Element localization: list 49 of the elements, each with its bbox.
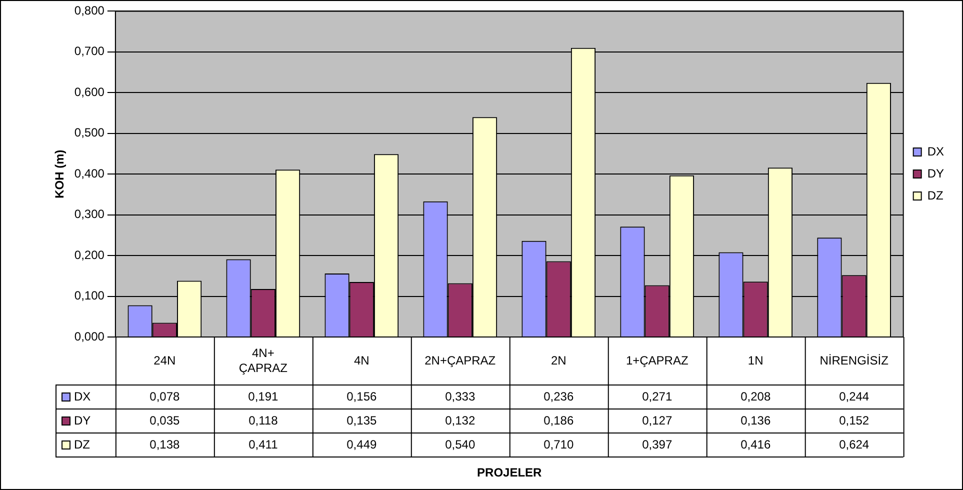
y-tick-label: 0,700 (74, 44, 105, 58)
data-label: 0,186 (544, 413, 574, 428)
data-label: 0,208 (740, 389, 771, 404)
data-label: 0,624 (839, 437, 870, 452)
data-label: 0,411 (248, 437, 278, 452)
data-label: 0,152 (839, 413, 870, 428)
y-tick-label: 0,400 (74, 166, 105, 180)
data-label: 0,710 (544, 437, 574, 452)
legend-label: DY (74, 413, 91, 428)
data-label: 0,078 (150, 389, 180, 404)
y-tick-label: 0,800 (74, 4, 105, 18)
x-tick-label: 2N (550, 353, 566, 368)
y-tick-label: 0,500 (74, 126, 105, 140)
data-label: 0,333 (445, 389, 476, 404)
y-tick-label: 0,000 (74, 329, 105, 344)
data-label: 0,118 (248, 413, 278, 428)
data-label: 0,135 (346, 413, 377, 428)
y-tick-label: 0,600 (74, 84, 105, 99)
data-label: 0,156 (346, 389, 377, 404)
data-label: 0,271 (642, 389, 672, 404)
legend-label: DX (74, 389, 91, 404)
x-tick-label: 1N (748, 353, 764, 368)
y-tick-label: 0,200 (74, 248, 105, 262)
data-label: 0,191 (248, 389, 278, 404)
data-label: 0,127 (642, 413, 672, 428)
data-label: 0,397 (642, 437, 672, 452)
y-tick-label: 0,300 (74, 207, 105, 222)
data-label: 0,132 (445, 413, 476, 428)
x-tick-label: 4N+ ÇAPRAZ (238, 346, 288, 375)
x-tick-label: 1+ÇAPRAZ (626, 353, 688, 368)
y-axis-title: KOH (m) (52, 150, 67, 198)
data-label: 0,136 (740, 413, 771, 428)
legend-label: DZ (927, 188, 944, 202)
text: PROJELER (477, 465, 542, 480)
text: DX (927, 144, 944, 158)
text: DZ (74, 437, 90, 452)
x-tick-label: 4N (354, 353, 370, 368)
data-label: 0,035 (150, 413, 180, 428)
y-tick-label: 0,100 (74, 288, 105, 303)
data-label: 0,236 (544, 389, 574, 404)
text: DY (927, 166, 944, 180)
x-tick-label: 24N (154, 353, 176, 368)
x-tick-label: NİRENGİSİZ (820, 353, 888, 368)
data-label: 0,244 (839, 389, 870, 404)
x-tick-label: 2N+ÇAPRAZ (424, 353, 496, 368)
data-label: 0,449 (346, 437, 377, 452)
data-label: 0,540 (445, 437, 476, 452)
data-label: 0,416 (740, 437, 771, 452)
data-label: 0,138 (150, 437, 180, 452)
